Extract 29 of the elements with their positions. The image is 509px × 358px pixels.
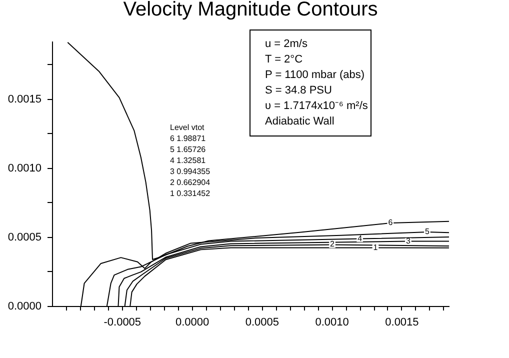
annotation: 5 1.65726 bbox=[170, 145, 206, 154]
annotation: 6 1.98871 bbox=[170, 134, 206, 143]
annotation: 4 1.32581 bbox=[170, 156, 206, 165]
series-label: 1 bbox=[373, 242, 378, 252]
series-label: 6 bbox=[388, 218, 394, 228]
x-tick-label: -0.0005 bbox=[104, 316, 142, 328]
annotation: 3 0.994355 bbox=[170, 167, 211, 176]
annotation: u = 2m/s bbox=[265, 38, 308, 50]
annotation: Level vtot bbox=[170, 123, 206, 132]
chart-title: Velocity Magnitude Contours bbox=[123, 0, 378, 20]
y-tick-label: 0.0015 bbox=[8, 93, 42, 106]
annotation: S = 34.8 PSU bbox=[265, 84, 332, 96]
x-tick-label: 0.0010 bbox=[315, 316, 349, 328]
x-tick-label: 0.0000 bbox=[175, 316, 210, 328]
y-tick-label: 0.0005 bbox=[8, 231, 42, 244]
annotation: 1 0.331452 bbox=[170, 189, 211, 198]
annotation: 2 0.662904 bbox=[170, 178, 211, 187]
series-label: 5 bbox=[424, 227, 430, 236]
x-tick-label: 0.0015 bbox=[385, 316, 419, 328]
annotation: P = 1100 mbar (abs) bbox=[265, 69, 365, 81]
x-tick-label: 0.0005 bbox=[245, 316, 280, 328]
annotation: Adiabatic Wall bbox=[265, 116, 334, 128]
annotation: T = 2°C bbox=[265, 54, 303, 66]
annotation: υ = 1.7174x10⁻⁶ m²/s bbox=[265, 100, 368, 112]
series-label: 4 bbox=[358, 234, 363, 243]
series-label: 2 bbox=[330, 240, 336, 249]
y-tick-label: 0.0010 bbox=[8, 162, 42, 174]
series-label: 3 bbox=[406, 236, 411, 246]
y-tick-label: 0.0000 bbox=[8, 300, 42, 312]
